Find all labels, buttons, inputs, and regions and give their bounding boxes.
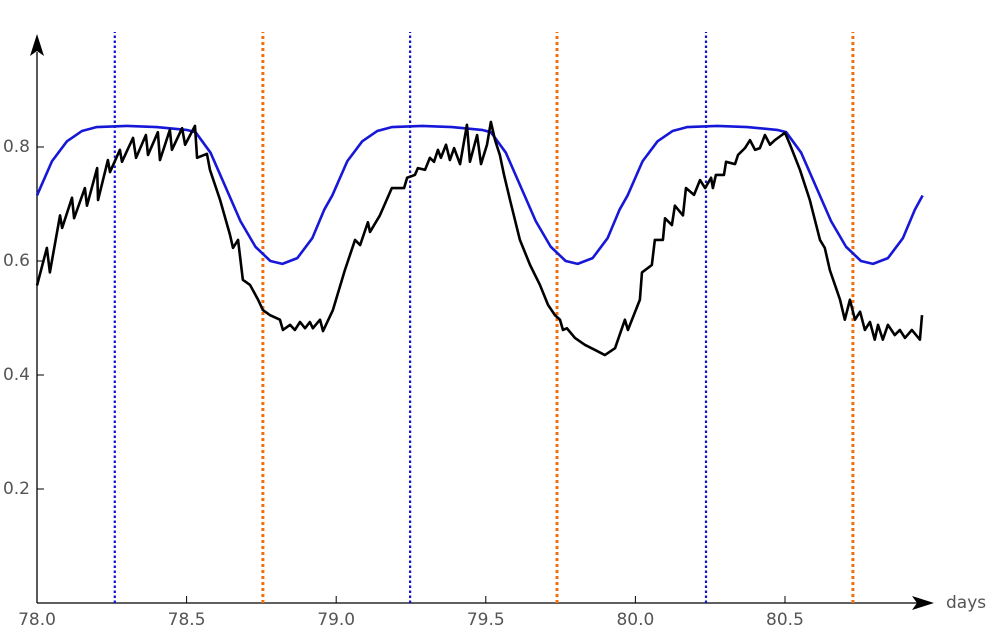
- data-line: [35, 124, 924, 266]
- x-tick-label: 78.5: [168, 610, 206, 630]
- y-tick-label: 0.4: [3, 365, 30, 385]
- y-tick-label: 0.8: [3, 137, 30, 157]
- x-tick-label: 78.0: [18, 610, 56, 630]
- x-tick-label: 80.5: [766, 610, 804, 630]
- x-tick-label: 80.0: [616, 610, 654, 630]
- data-line: [35, 120, 924, 357]
- x-axis-label: days: [946, 593, 986, 613]
- x-axis-arrow: [912, 596, 934, 610]
- y-tick-label: 0.2: [3, 479, 30, 499]
- x-tick-label: 79.5: [467, 610, 505, 630]
- x-tick-label: 79.0: [317, 610, 355, 630]
- y-axis-arrow: [30, 34, 44, 56]
- y-tick-label: 0.6: [3, 251, 30, 271]
